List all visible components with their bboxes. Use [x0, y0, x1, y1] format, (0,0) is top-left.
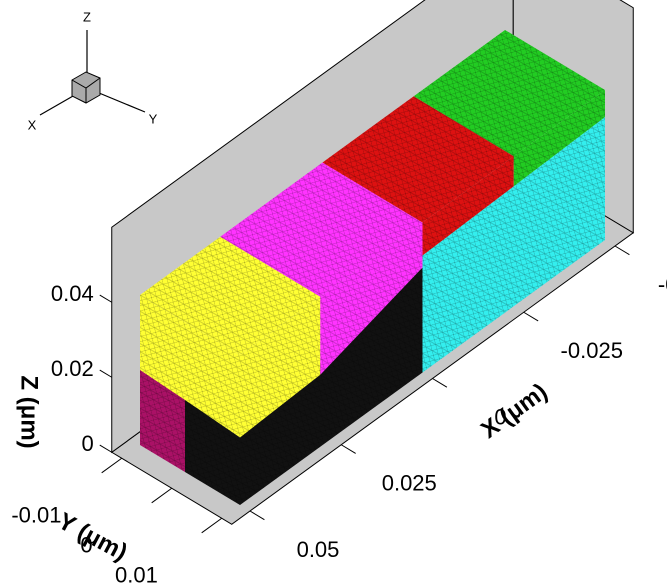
- z-tick: [100, 445, 112, 452]
- x-tick: [615, 246, 629, 255]
- chart: Z X Y -0.05-0.02500.0250.05-0.0100.0100.…: [0, 0, 667, 583]
- z-tick-label: 0: [82, 431, 94, 456]
- x-tick-label: 0.025: [382, 471, 437, 496]
- y-tick: [102, 458, 122, 473]
- x-tick: [524, 312, 538, 321]
- x-tick: [433, 379, 447, 388]
- x-tick-label: -0.025: [561, 338, 623, 363]
- orientation-triad: Z X Y: [28, 9, 158, 132]
- x-axis-title: X (μm): [476, 378, 552, 444]
- x-tick: [250, 511, 264, 520]
- y-tick: [202, 518, 222, 533]
- triad-z-label: Z: [83, 9, 91, 24]
- x-tick-label: 0.05: [297, 537, 340, 562]
- y-tick: [152, 488, 172, 503]
- x-tick: [341, 445, 355, 454]
- y-tick-label: 0.01: [115, 562, 158, 583]
- y-axis-title: Y (μm): [53, 508, 131, 567]
- z-axis-title: Z (μm): [16, 375, 43, 448]
- triad-y-label: Y: [149, 111, 158, 126]
- z-tick-label: 0.02: [51, 356, 94, 381]
- x-tick-label: -0.05: [658, 272, 667, 297]
- y-tick-label: -0.01: [11, 502, 61, 527]
- z-tick: [100, 370, 112, 377]
- triad-x-label: X: [28, 117, 37, 132]
- z-tick-label: 0.04: [51, 281, 94, 306]
- z-tick: [100, 295, 112, 302]
